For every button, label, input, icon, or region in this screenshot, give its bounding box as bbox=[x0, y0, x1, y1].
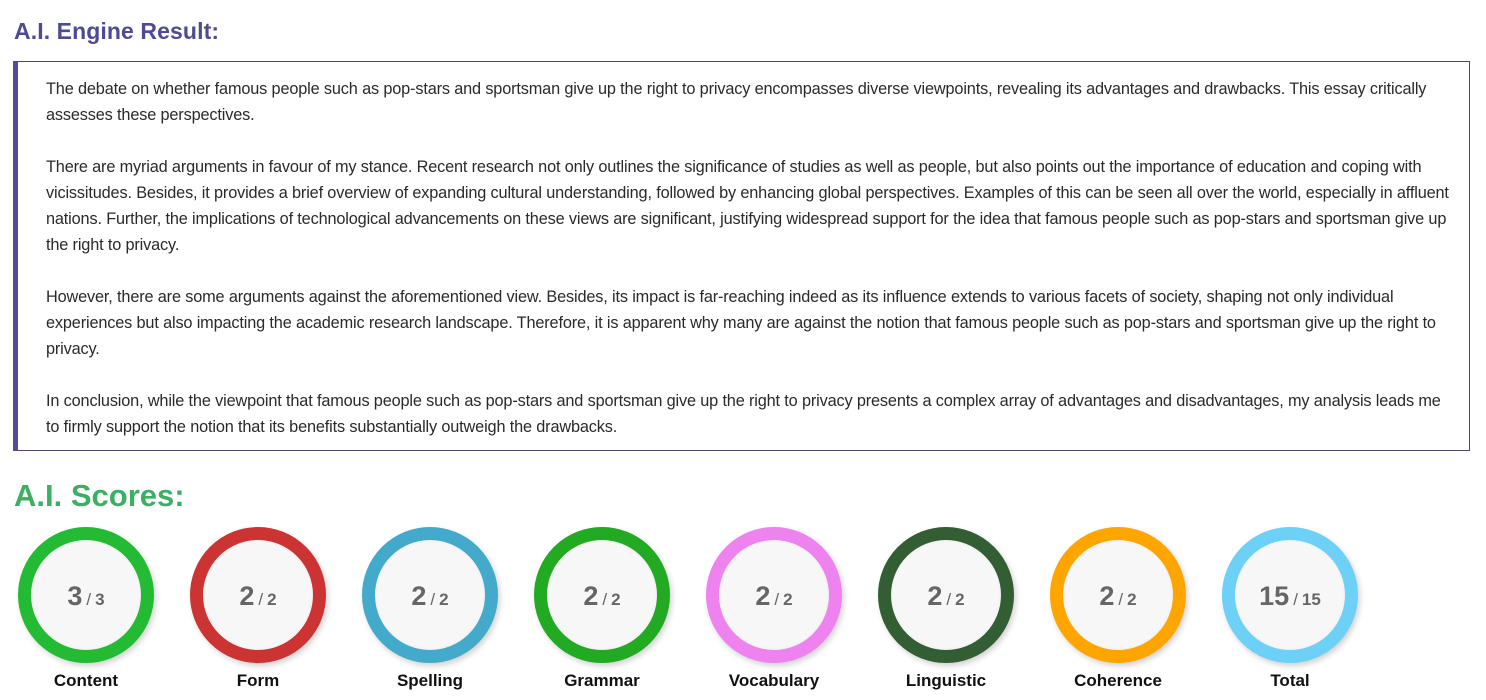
score-value: 2 / 2 bbox=[411, 581, 448, 612]
score-number: 2 bbox=[239, 580, 255, 611]
essay-paragraph-for: There are myriad arguments in favour of … bbox=[46, 158, 1449, 254]
score-spelling: 2 / 2 Spelling bbox=[344, 527, 516, 700]
score-total: 15 / 15 Total bbox=[1204, 527, 1376, 700]
score-ring-grammar: 2 / 2 bbox=[534, 527, 670, 663]
score-max: 2 bbox=[955, 589, 965, 609]
score-max: 2 bbox=[1127, 589, 1137, 609]
score-coherence: 2 / 2 Coherence bbox=[1032, 527, 1204, 700]
score-max: 2 bbox=[267, 589, 277, 609]
essay-result-box: The debate on whether famous people such… bbox=[13, 61, 1470, 451]
score-label: Form bbox=[236, 671, 280, 690]
scores-title: A.I. Scores: bbox=[14, 478, 185, 513]
score-separator: / bbox=[1293, 589, 1298, 609]
score-ring-linguistic: 2 / 2 bbox=[878, 527, 1014, 663]
essay-paragraph-against: However, there are some arguments agains… bbox=[46, 288, 1436, 358]
score-grammar: 2 / 2 Grammar bbox=[516, 527, 688, 700]
score-max: 2 bbox=[439, 589, 449, 609]
essay-paragraph-conclusion: In conclusion, while the viewpoint that … bbox=[46, 392, 1441, 436]
score-separator: / bbox=[86, 589, 92, 609]
score-max: 3 bbox=[95, 589, 105, 609]
score-number: 2 bbox=[411, 580, 427, 611]
score-label: Coherence bbox=[1074, 671, 1162, 690]
score-number: 2 bbox=[755, 580, 771, 611]
score-separator: / bbox=[774, 589, 780, 609]
score-ring-spelling: 2 / 2 bbox=[362, 527, 498, 663]
score-number: 3 bbox=[67, 580, 83, 611]
score-label: Total bbox=[1270, 671, 1310, 690]
score-linguistic: 2 / 2 Linguistic bbox=[860, 527, 1032, 700]
score-label: Vocabulary bbox=[728, 671, 820, 690]
score-value: 2 / 2 bbox=[239, 581, 276, 612]
score-max: 15 bbox=[1301, 589, 1321, 609]
score-form: 2 / 2 Form bbox=[172, 527, 344, 700]
score-ring-coherence: 2 / 2 bbox=[1050, 527, 1186, 663]
score-ring-total: 15 / 15 bbox=[1222, 527, 1358, 663]
score-separator: / bbox=[946, 589, 952, 609]
score-label: Linguistic bbox=[905, 671, 987, 690]
engine-result-title: A.I. Engine Result: bbox=[14, 18, 220, 44]
score-number: 15 bbox=[1259, 580, 1290, 611]
score-value: 3 / 3 bbox=[67, 581, 104, 612]
scores-row: 3 / 3 Content 2 / 2 Form 2 / 2 Spelling bbox=[0, 527, 1486, 700]
score-value: 15 / 15 bbox=[1259, 581, 1321, 612]
score-ring-vocabulary: 2 / 2 bbox=[706, 527, 842, 663]
score-number: 2 bbox=[927, 580, 943, 611]
score-separator: / bbox=[602, 589, 608, 609]
score-value: 2 / 2 bbox=[1099, 581, 1136, 612]
score-value: 2 / 2 bbox=[927, 581, 964, 612]
score-content: 3 / 3 Content bbox=[0, 527, 172, 700]
score-label: Content bbox=[53, 671, 119, 690]
score-ring-form: 2 / 2 bbox=[190, 527, 326, 663]
score-max: 2 bbox=[783, 589, 793, 609]
score-separator: / bbox=[430, 589, 436, 609]
score-label: Grammar bbox=[564, 671, 640, 690]
score-number: 2 bbox=[1099, 580, 1115, 611]
score-separator: / bbox=[1118, 589, 1124, 609]
score-label: Spelling bbox=[396, 671, 464, 690]
score-vocabulary: 2 / 2 Vocabulary bbox=[688, 527, 860, 700]
score-ring-content: 3 / 3 bbox=[18, 527, 154, 663]
score-max: 2 bbox=[611, 589, 621, 609]
essay-paragraph-intro: The debate on whether famous people such… bbox=[46, 80, 1427, 124]
score-value: 2 / 2 bbox=[583, 581, 620, 612]
score-separator: / bbox=[258, 589, 264, 609]
score-number: 2 bbox=[583, 580, 599, 611]
score-value: 2 / 2 bbox=[755, 581, 792, 612]
